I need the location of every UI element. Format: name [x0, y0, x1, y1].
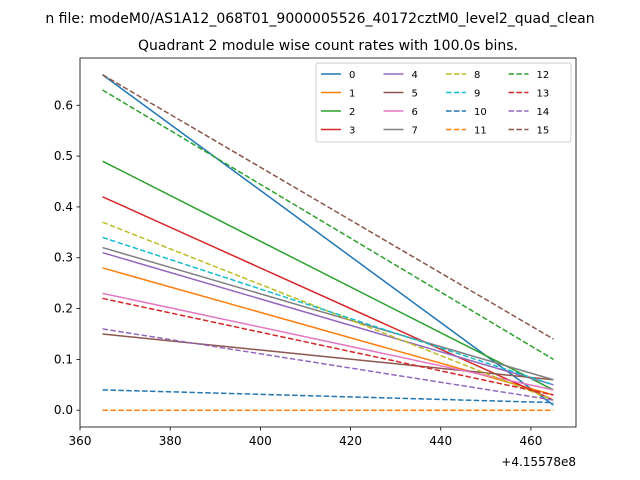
legend-label-10: 10 — [474, 107, 487, 118]
series-line-6 — [102, 292, 554, 391]
legend-label-5: 5 — [412, 89, 418, 100]
series-line-3 — [102, 196, 554, 401]
x-tick-label: 360 — [69, 434, 92, 448]
x-tick-label: 380 — [159, 434, 182, 448]
y-tick-label: 0.5 — [54, 149, 73, 163]
legend-label-9: 9 — [474, 89, 480, 100]
series-line-9 — [102, 236, 554, 386]
chart-title: Quadrant 2 module wise count rates with … — [138, 38, 518, 54]
series-line-5 — [102, 333, 554, 381]
series-line-10 — [102, 389, 554, 404]
legend-label-14: 14 — [537, 107, 550, 118]
series-line-13 — [102, 297, 554, 396]
x-tick-label: 420 — [339, 434, 362, 448]
legend-label-15: 15 — [537, 126, 550, 137]
y-tick-label: 0.1 — [54, 352, 73, 366]
x-tick-label: 460 — [519, 434, 542, 448]
y-tick-label: 0.2 — [54, 302, 73, 316]
legend-label-4: 4 — [412, 70, 418, 81]
y-tick-label: 0.0 — [54, 403, 73, 417]
x-offset-label: +4.15578e8 — [501, 455, 576, 469]
legend-label-1: 1 — [349, 89, 355, 100]
legend-label-8: 8 — [474, 70, 480, 81]
legend-label-0: 0 — [349, 70, 355, 81]
series-line-12 — [102, 89, 554, 361]
axes-frame — [79, 57, 577, 428]
legend-label-13: 13 — [537, 89, 550, 100]
legend-box — [315, 62, 572, 143]
series-line-2 — [102, 160, 554, 391]
legend-label-7: 7 — [412, 126, 418, 137]
x-tick-label: 440 — [429, 434, 452, 448]
x-tick-label: 400 — [249, 434, 272, 448]
legend-label-3: 3 — [349, 126, 355, 137]
legend-label-12: 12 — [537, 70, 550, 81]
figure-suptitle: n file: modeM0/AS1A12_068T01_9000005526_… — [45, 11, 594, 27]
series-line-15 — [102, 74, 554, 340]
legend-label-11: 11 — [474, 126, 487, 137]
series-line-7 — [102, 246, 554, 381]
plot-area: 360 380 400 420 440 4600.00.10.20.30.40.50.6+… — [54, 57, 577, 469]
series-line-4 — [102, 251, 554, 386]
y-tick-label: 0.4 — [54, 200, 73, 214]
y-tick-label: 0.6 — [54, 98, 73, 112]
legend-label-6: 6 — [412, 107, 418, 118]
y-tick-label: 0.3 — [54, 251, 73, 265]
series-line-14 — [102, 328, 554, 401]
series-line-0 — [102, 74, 554, 406]
legend-label-2: 2 — [349, 107, 355, 118]
